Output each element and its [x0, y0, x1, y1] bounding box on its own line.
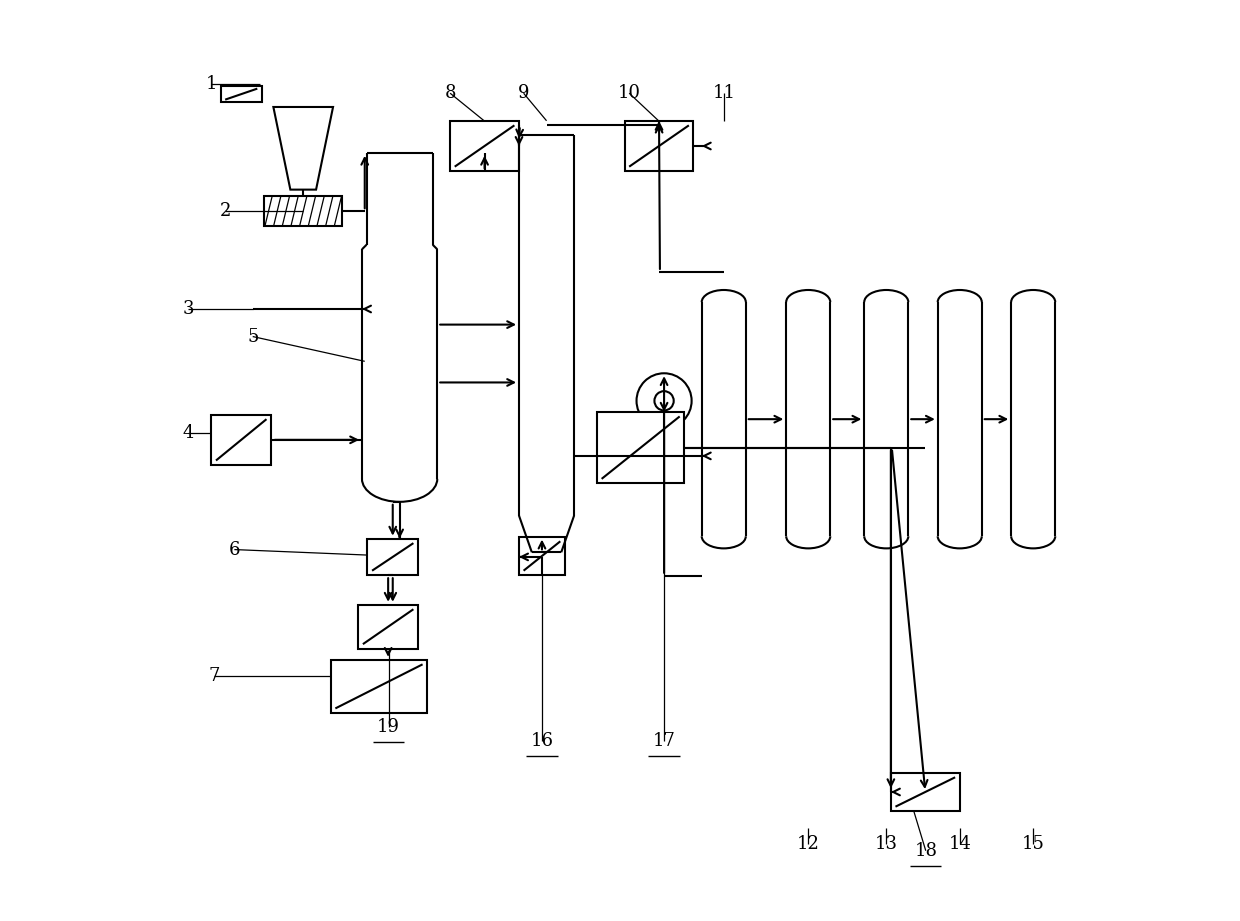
Bar — [211, 414, 272, 465]
Text: 8: 8 — [444, 84, 456, 102]
Bar — [331, 659, 427, 713]
Text: 14: 14 — [949, 835, 971, 854]
Bar — [450, 121, 520, 171]
Polygon shape — [273, 107, 334, 190]
Text: 18: 18 — [914, 842, 937, 859]
Text: 9: 9 — [518, 84, 529, 102]
Text: 3: 3 — [182, 300, 195, 318]
Text: 7: 7 — [208, 668, 219, 685]
Bar — [596, 412, 684, 484]
Bar — [221, 86, 262, 102]
Text: 1: 1 — [206, 75, 217, 93]
Text: 13: 13 — [874, 835, 898, 854]
Text: 12: 12 — [797, 835, 820, 854]
Text: 11: 11 — [712, 84, 735, 102]
Text: 15: 15 — [1022, 835, 1044, 854]
Bar — [890, 773, 960, 811]
Bar — [367, 539, 418, 576]
Text: 2: 2 — [219, 202, 231, 220]
Bar — [520, 537, 565, 576]
Text: 4: 4 — [182, 424, 195, 442]
Text: 19: 19 — [377, 717, 401, 736]
Bar — [358, 605, 418, 648]
Text: 16: 16 — [531, 731, 553, 750]
Text: 17: 17 — [652, 731, 676, 750]
Text: 10: 10 — [618, 84, 641, 102]
Bar — [264, 196, 342, 227]
Text: 6: 6 — [228, 541, 241, 558]
Bar — [625, 121, 693, 171]
Text: 5: 5 — [247, 328, 258, 345]
